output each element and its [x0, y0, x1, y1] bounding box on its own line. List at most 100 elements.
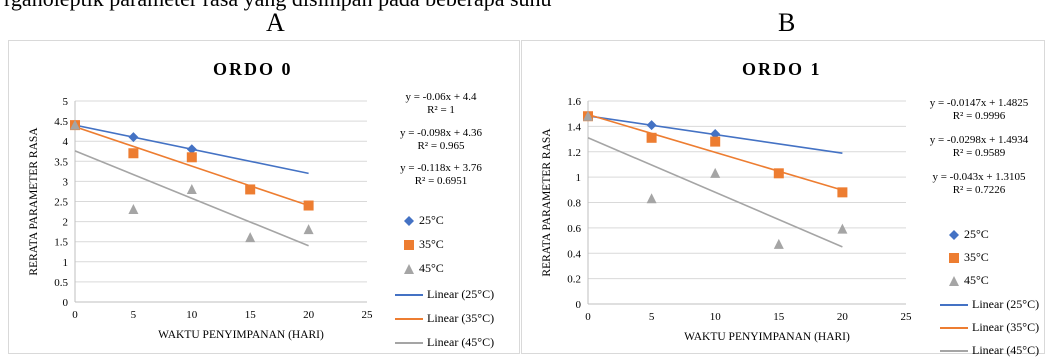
y-tick-label: 1: [63, 257, 69, 269]
equation-25: y = -0.0147x + 1.4825 R² = 0.9996: [914, 97, 1044, 123]
data-point: [583, 110, 593, 121]
r2-text: R² = 1: [427, 104, 455, 116]
y-axis-title: RERATA PARAMETER RASA: [541, 128, 553, 277]
y-tick-label: 1.4: [567, 121, 581, 133]
line-swatch-icon: [395, 318, 423, 320]
x-tick-label: 5: [649, 311, 655, 323]
data-point: [245, 184, 256, 195]
x-axis-title: WAKTU PENYIMPANAN (HARI): [684, 331, 850, 343]
plot-area: 0 0.2 0.4 0.6 0.8 1 1.2 1.4 1.6 0 5 10 15 20 25 WAKTU P…: [541, 96, 913, 343]
diamond-marker-icon: [949, 230, 959, 240]
r2-text: R² = 0.6951: [414, 175, 468, 187]
y-tick-label: 4: [63, 136, 69, 148]
data-point: [303, 200, 314, 211]
panel-label-a: A: [266, 8, 285, 37]
y-tick-label: 1: [576, 172, 582, 184]
x-tick-label: 20: [303, 309, 315, 321]
equation-text: y = -0.0298x + 1.4934: [929, 134, 1029, 146]
data-point: [128, 148, 139, 159]
y-tick-label: 2: [63, 217, 69, 229]
y-tick-label: 0.5: [54, 277, 68, 289]
y-tick-label: 0: [63, 297, 69, 309]
data-point: [186, 144, 197, 155]
data-point: [646, 193, 657, 204]
data-point: [773, 168, 784, 179]
chart-panel-b: ORDO 1 0 0.2 0.4 0.6 0.8 1 1.2 1.4 1.6 0 5 10 15 20 25…: [521, 40, 1045, 357]
plot-area: 0 0.5 1 1.5 2 2.5 3 3.5 4 4.5 5 0 5 10 15 20 25 WAKTU PEN…: [28, 96, 374, 341]
equation-35: y = -0.0298x + 1.4934 R² = 0.9589: [914, 134, 1044, 160]
data-point: [186, 152, 197, 163]
y-tick-label: 3.5: [54, 156, 68, 168]
r2-text: R² = 0.7226: [952, 184, 1006, 196]
equation-text: y = -0.098x + 4.36: [399, 127, 483, 139]
chart-panel-a: ORDO 0 0 0.5 1 1.5 2 2.5 3 3.5 4 4.5 5 0 5 10 15 20 25 WA…: [8, 40, 520, 354]
line-swatch-icon: [940, 304, 968, 306]
data-point: [710, 128, 721, 139]
y-tick-label: 4.5: [54, 116, 68, 128]
data-point: [70, 119, 80, 130]
equation-text: y = -0.043x + 1.3105: [932, 171, 1026, 183]
data-point: [837, 223, 848, 234]
y-tick-label: 1.2: [567, 147, 581, 159]
y-tick-label: 5: [63, 96, 69, 108]
line-swatch-icon: [940, 350, 968, 352]
equation-35: y = -0.098x + 4.36 R² = 0.965: [381, 127, 501, 153]
x-tick-label: 25: [362, 309, 374, 321]
x-tick-label: 25: [901, 311, 913, 323]
equation-text: y = -0.118x + 3.76: [400, 162, 482, 174]
trendline: [587, 136, 843, 248]
trendline: [587, 113, 843, 191]
triangle-marker-icon: [404, 264, 414, 274]
data-point: [837, 187, 848, 198]
data-point: [303, 224, 314, 235]
y-tick-label: 0.4: [567, 248, 581, 260]
y-tick-label: 2.5: [54, 197, 68, 209]
x-tick-label: 5: [131, 309, 137, 321]
data-point: [773, 238, 784, 249]
y-tick-label: 0.2: [567, 274, 581, 286]
x-tick-label: 15: [773, 311, 785, 323]
y-tick-label: 0: [576, 299, 582, 311]
line-swatch-icon: [395, 294, 423, 296]
square-marker-icon: [404, 240, 414, 250]
x-tick-label: 10: [710, 311, 722, 323]
caption-fragment: rganoleptik parameter rasa yang disimpan…: [4, 0, 552, 12]
data-point: [128, 204, 139, 215]
y-tick-label: 0.8: [567, 198, 581, 210]
y-tick-label: 3: [63, 176, 69, 188]
r2-text: R² = 0.9996: [952, 110, 1006, 122]
square-marker-icon: [949, 253, 959, 263]
x-tick-label: 10: [186, 309, 198, 321]
chart-title: ORDO 1: [742, 59, 822, 79]
r2-text: R² = 0.9589: [952, 147, 1006, 159]
data-point: [186, 183, 197, 194]
x-tick-label: 0: [72, 309, 78, 321]
y-tick-label: 1.5: [54, 237, 68, 249]
triangle-marker-icon: [949, 276, 959, 286]
x-tick-label: 15: [245, 309, 257, 321]
data-point: [710, 167, 721, 178]
equation-text: y = -0.06x + 4.4: [405, 91, 477, 103]
data-point: [646, 132, 657, 143]
r2-text: R² = 0.965: [417, 140, 465, 152]
chart-title: ORDO 0: [213, 59, 293, 79]
line-swatch-icon: [940, 327, 968, 329]
equation-45: y = -0.043x + 1.3105 R² = 0.7226: [914, 171, 1044, 197]
x-axis-title: WAKTU PENYIMPANAN (HARI): [158, 329, 324, 341]
y-tick-label: 0.6: [567, 223, 581, 235]
equation-25: y = -0.06x + 4.4 R² = 1: [387, 91, 495, 117]
x-tick-label: 0: [585, 311, 591, 323]
y-tick-label: 1.6: [567, 96, 581, 108]
trendline: [74, 150, 309, 247]
x-tick-label: 20: [837, 311, 849, 323]
panel-label-b: B: [778, 8, 796, 37]
data-point: [128, 132, 139, 143]
diamond-marker-icon: [404, 216, 414, 226]
trendline: [74, 125, 309, 207]
y-axis-title: RERATA PARAMETER RASA: [28, 127, 40, 276]
data-point: [710, 136, 721, 147]
data-point: [646, 120, 657, 131]
equation-45: y = -0.118x + 3.76 R² = 0.6951: [381, 162, 501, 188]
equation-text: y = -0.0147x + 1.4825: [929, 97, 1029, 109]
data-point: [245, 232, 256, 243]
